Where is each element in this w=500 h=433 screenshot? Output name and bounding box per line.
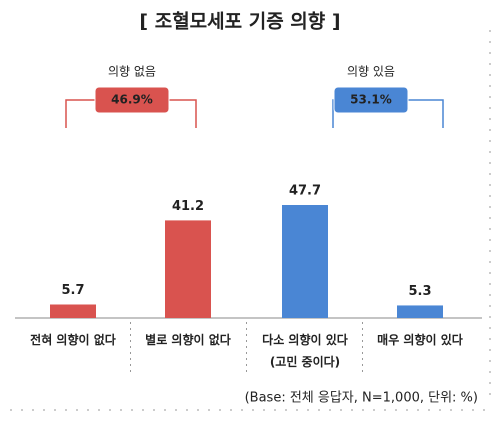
x-tick-label: 전혀 의향이 없다 [30,332,116,347]
bar [165,220,211,318]
group-name: 의향 있음 [347,65,395,79]
group-box [333,86,409,114]
group-value: 53.1% [350,93,392,107]
footnote: (Base: 전체 응답자, N=1,000, 단위: %) [245,391,478,406]
value-label: 5.7 [61,283,84,298]
value-label: 5.3 [408,284,431,299]
value-label: 47.7 [289,184,321,199]
x-tick-label: 매우 의향이 있다 [377,332,463,347]
x-tick-label: 다소 의향이 있다 (고민 중이다) [262,332,348,369]
value-label: 41.2 [172,199,204,214]
x-tick-label: 별로 의향이 없다 [145,332,231,347]
bar [282,205,328,318]
chart-title: [ 조혈모세포 기증 의향 ] [139,10,340,33]
bar [397,305,443,318]
bar [50,304,96,318]
group-value: 46.9% [111,93,153,107]
group-box [94,86,170,114]
group-name: 의향 없음 [108,65,156,79]
